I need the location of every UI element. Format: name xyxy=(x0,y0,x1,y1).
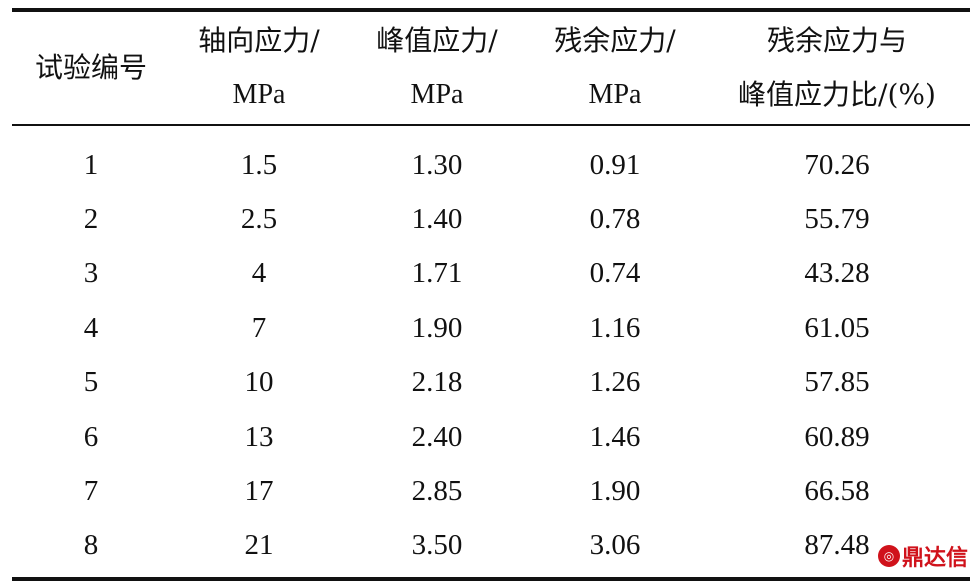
cell-test-number: 8 xyxy=(83,529,99,562)
table-row: 2 2.5 1.40 0.78 55.79 xyxy=(12,192,970,246)
header-residual-stress-line1: 残余应力/ xyxy=(554,24,676,57)
cell-residual-stress: 1.26 xyxy=(589,366,641,399)
table-header: 试验编号 轴向应力/ MPa 峰值应力/ MPa 残余应力/ MPa 残余应力与… xyxy=(12,12,970,124)
header-axial-stress-line1: 轴向应力/ xyxy=(198,24,320,57)
header-test-number-label: 试验编号 xyxy=(34,51,147,84)
header-residual-stress-line2: MPa xyxy=(588,79,642,110)
cell-test-number: 3 xyxy=(83,257,99,290)
cell-axial-stress: 7 xyxy=(251,311,267,344)
data-table: 试验编号 轴向应力/ MPa 峰值应力/ MPa 残余应力/ MPa 残余应力与… xyxy=(12,8,970,581)
cell-ratio: 60.89 xyxy=(804,420,870,453)
cell-ratio: 61.05 xyxy=(804,311,870,344)
header-peak-stress-line2: MPa xyxy=(410,79,464,110)
watermark: ◎ 鼎达信 xyxy=(875,540,970,572)
cell-peak-stress: 2.85 xyxy=(411,475,463,508)
cell-peak-stress: 3.50 xyxy=(411,529,463,562)
cell-test-number: 5 xyxy=(83,366,99,399)
cell-ratio: 87.48 xyxy=(804,529,870,562)
table-bottom-rule xyxy=(12,577,970,581)
cell-test-number: 6 xyxy=(83,420,99,453)
table-row: 8 21 3.50 3.06 87.48 xyxy=(12,519,970,573)
cell-ratio: 70.26 xyxy=(804,148,870,181)
table-row: 7 17 2.85 1.90 66.58 xyxy=(12,464,970,518)
header-ratio: 残余应力与 峰值应力比/(%) xyxy=(704,12,970,124)
cell-residual-stress: 0.78 xyxy=(589,203,641,236)
cell-axial-stress: 4 xyxy=(251,257,267,290)
cell-peak-stress: 1.40 xyxy=(411,203,463,236)
header-axial-stress: 轴向应力/ MPa xyxy=(170,12,348,124)
cell-peak-stress: 2.18 xyxy=(411,366,463,399)
cell-test-number: 4 xyxy=(83,311,99,344)
table-row: 3 4 1.71 0.74 43.28 xyxy=(12,247,970,301)
cell-axial-stress: 1.5 xyxy=(240,148,278,181)
table-row: 4 7 1.90 1.16 61.05 xyxy=(12,301,970,355)
cell-axial-stress: 17 xyxy=(244,475,274,508)
cell-residual-stress: 0.91 xyxy=(589,148,641,181)
cell-axial-stress: 21 xyxy=(244,529,274,562)
header-residual-stress: 残余应力/ MPa xyxy=(526,12,704,124)
header-peak-stress: 峰值应力/ MPa xyxy=(348,12,526,124)
cell-peak-stress: 1.71 xyxy=(411,257,463,290)
cell-residual-stress: 1.90 xyxy=(589,475,641,508)
table-row: 5 10 2.18 1.26 57.85 xyxy=(12,356,970,410)
table-top-rule xyxy=(12,8,970,12)
table-header-rule xyxy=(12,124,970,126)
cell-test-number: 1 xyxy=(83,148,99,181)
cell-axial-stress: 2.5 xyxy=(240,203,278,236)
cell-peak-stress: 1.30 xyxy=(411,148,463,181)
watermark-text: 鼎达信 xyxy=(901,546,968,571)
table-row: 1 1.5 1.30 0.91 70.26 xyxy=(12,138,970,192)
cell-ratio: 55.79 xyxy=(804,203,870,236)
cell-test-number: 7 xyxy=(83,475,99,508)
cell-axial-stress: 13 xyxy=(244,420,274,453)
header-test-number: 试验编号 xyxy=(12,12,170,124)
cell-test-number: 2 xyxy=(83,203,99,236)
cell-peak-stress: 1.90 xyxy=(411,311,463,344)
cell-ratio: 66.58 xyxy=(804,475,870,508)
cell-ratio: 57.85 xyxy=(804,366,870,399)
table-row: 6 13 2.40 1.46 60.89 xyxy=(12,410,970,464)
header-axial-stress-line2: MPa xyxy=(232,79,286,110)
header-peak-stress-line1: 峰值应力/ xyxy=(376,24,498,57)
cell-residual-stress: 0.74 xyxy=(589,257,641,290)
table-body: 1 1.5 1.30 0.91 70.26 2 2.5 1.40 0.78 55… xyxy=(12,126,970,577)
header-ratio-line2: 峰值应力比/(%) xyxy=(738,78,936,111)
cell-axial-stress: 10 xyxy=(244,366,274,399)
cell-ratio: 43.28 xyxy=(804,257,870,290)
cell-residual-stress: 1.46 xyxy=(589,420,641,453)
logo-icon: ◎ xyxy=(877,545,900,567)
cell-peak-stress: 2.40 xyxy=(411,420,463,453)
cell-residual-stress: 3.06 xyxy=(589,529,641,562)
cell-residual-stress: 1.16 xyxy=(589,311,641,344)
header-ratio-line1: 残余应力与 xyxy=(766,24,907,57)
